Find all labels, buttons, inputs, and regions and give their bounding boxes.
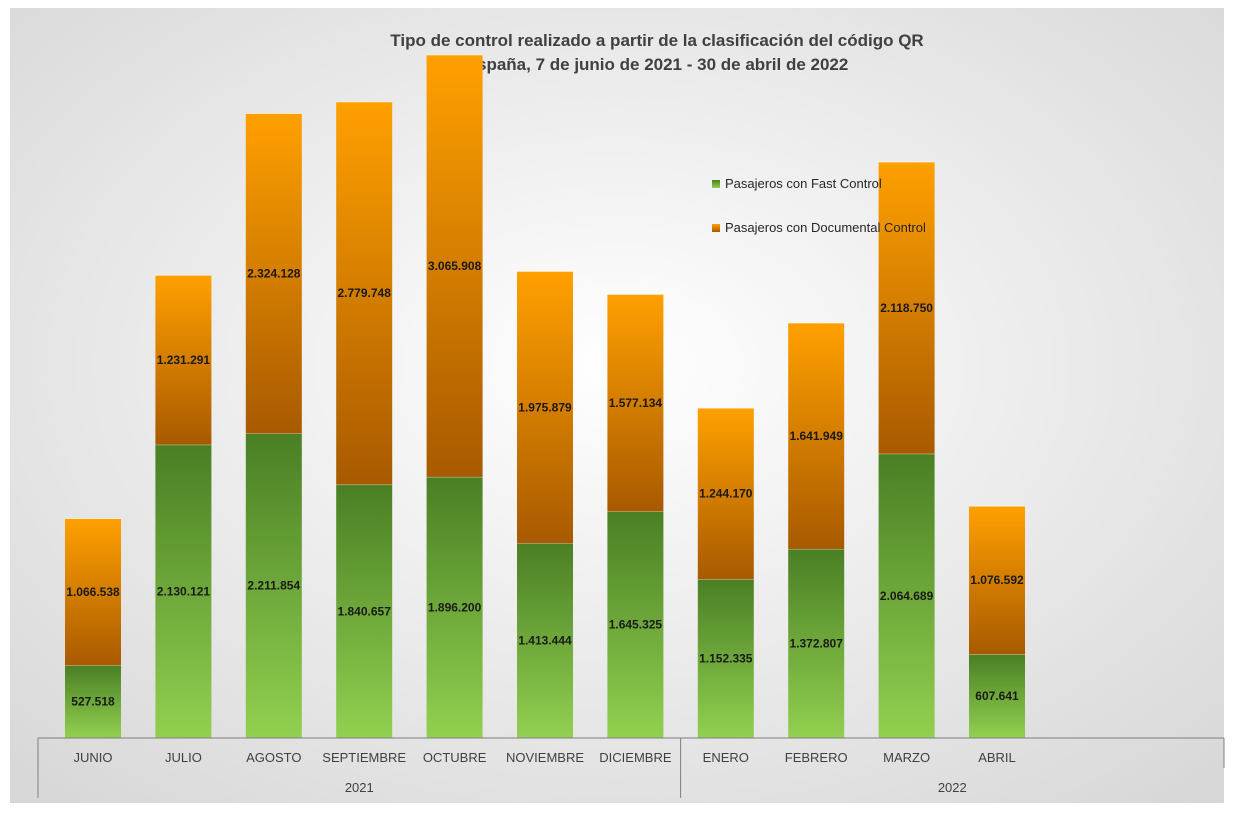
x-axis: JUNIO JULIO AGOSTO SEPTIEMBRE OCTUBRE NOVIEMB… bbox=[37, 737, 1225, 798]
data-label-fast-control-enero: 1.152.335 bbox=[699, 652, 753, 666]
data-labels-layer: 527.518 1.066.538 2.130.121 1.231.291 2.211.… bbox=[66, 259, 1024, 709]
data-label-fast-control-octubre: 1.896.200 bbox=[428, 600, 482, 614]
bar-documental-control-octubre bbox=[426, 54, 483, 477]
bar-documental-control-septiembre bbox=[336, 101, 393, 485]
data-label-fast-control-marzo: 2.064.689 bbox=[880, 589, 934, 603]
chart-subtitle: España, 7 de junio de 2021 - 30 de abril… bbox=[466, 55, 849, 74]
legend-label-fast-control: Pasajeros con Fast Control bbox=[725, 176, 882, 191]
data-label-fast-control-septiembre: 1.840.657 bbox=[338, 604, 392, 618]
data-label-documental-control-diciembre: 1.577.134 bbox=[609, 396, 663, 410]
bar-documental-control-abril bbox=[969, 506, 1025, 655]
bar-fast-control-enero bbox=[697, 579, 754, 738]
x-tick-label-enero: ENERO bbox=[703, 750, 749, 765]
data-label-fast-control-julio: 2.130.121 bbox=[157, 584, 211, 598]
data-label-fast-control-diciembre: 1.645.325 bbox=[609, 618, 663, 632]
bar-fast-control-junio bbox=[65, 665, 121, 738]
legend-label-documental-control: Pasajeros con Documental Control bbox=[725, 220, 926, 235]
x-tick-label-junio: JUNIO bbox=[74, 750, 113, 765]
data-label-documental-control-abril: 1.076.592 bbox=[970, 573, 1024, 587]
x-tick-label-noviembre: NOVIEMBRE bbox=[506, 750, 584, 765]
bar-documental-control-marzo bbox=[878, 162, 935, 454]
data-label-fast-control-abril: 607.641 bbox=[975, 689, 1019, 703]
data-label-fast-control-junio: 527.518 bbox=[71, 695, 115, 709]
bar-fast-control-septiembre bbox=[336, 484, 393, 738]
x-tick-label-marzo: MARZO bbox=[883, 750, 930, 765]
legend: Pasajeros con Fast Control Pasajeros con… bbox=[712, 176, 926, 235]
x-tick-label-septiembre: SEPTIEMBRE bbox=[322, 750, 406, 765]
data-label-fast-control-agosto: 2.211.854 bbox=[247, 579, 300, 593]
x-tick-label-agosto: AGOSTO bbox=[246, 750, 301, 765]
data-label-fast-control-noviembre: 1.413.444 bbox=[518, 634, 572, 648]
bar-documental-control-agosto bbox=[245, 113, 302, 434]
bar-fast-control-febrero bbox=[788, 549, 845, 738]
x-tick-label-diciembre: DICIEMBRE bbox=[599, 750, 672, 765]
data-label-documental-control-noviembre: 1.975.879 bbox=[518, 400, 572, 414]
x-tick-label-febrero: FEBRERO bbox=[785, 750, 848, 765]
data-label-documental-control-agosto: 2.324.128 bbox=[247, 267, 301, 281]
bar-documental-control-julio bbox=[155, 275, 212, 445]
x-tick-label-abril: ABRIL bbox=[978, 750, 1016, 765]
data-label-documental-control-junio: 1.066.538 bbox=[66, 585, 120, 599]
data-label-documental-control-julio: 1.231.291 bbox=[157, 353, 211, 367]
x-group-label-2022: 2022 bbox=[938, 780, 967, 795]
data-label-documental-control-septiembre: 2.779.748 bbox=[338, 286, 392, 300]
chart-title: Tipo de control realizado a partir de la… bbox=[390, 31, 923, 50]
bars-layer bbox=[65, 54, 1025, 738]
bar-fast-control-agosto bbox=[245, 433, 302, 738]
bar-documental-control-febrero bbox=[788, 322, 845, 550]
data-label-documental-control-marzo: 2.118.750 bbox=[880, 301, 933, 315]
bar-documental-control-diciembre bbox=[607, 294, 664, 512]
data-label-documental-control-enero: 1.244.170 bbox=[699, 487, 753, 501]
bar-fast-control-octubre bbox=[426, 476, 483, 738]
legend-swatch-fast-control bbox=[712, 180, 720, 188]
bar-fast-control-noviembre bbox=[517, 543, 573, 738]
bar-fast-control-julio bbox=[155, 444, 212, 738]
bar-documental-control-noviembre bbox=[517, 271, 573, 544]
x-group-label-2021: 2021 bbox=[345, 780, 374, 795]
bar-fast-control-marzo bbox=[878, 453, 935, 738]
x-tick-label-julio: JULIO bbox=[165, 750, 202, 765]
bar-documental-control-junio bbox=[65, 518, 121, 666]
legend-swatch-documental-control bbox=[712, 224, 720, 232]
bar-fast-control-diciembre bbox=[607, 511, 664, 738]
bar-documental-control-enero bbox=[697, 408, 754, 580]
bar-fast-control-abril bbox=[969, 654, 1025, 738]
data-label-fast-control-febrero: 1.372.807 bbox=[790, 637, 844, 651]
data-label-documental-control-febrero: 1.641.949 bbox=[790, 429, 844, 443]
data-label-documental-control-octubre: 3.065.908 bbox=[428, 259, 482, 273]
x-tick-label-octubre: OCTUBRE bbox=[423, 750, 487, 765]
